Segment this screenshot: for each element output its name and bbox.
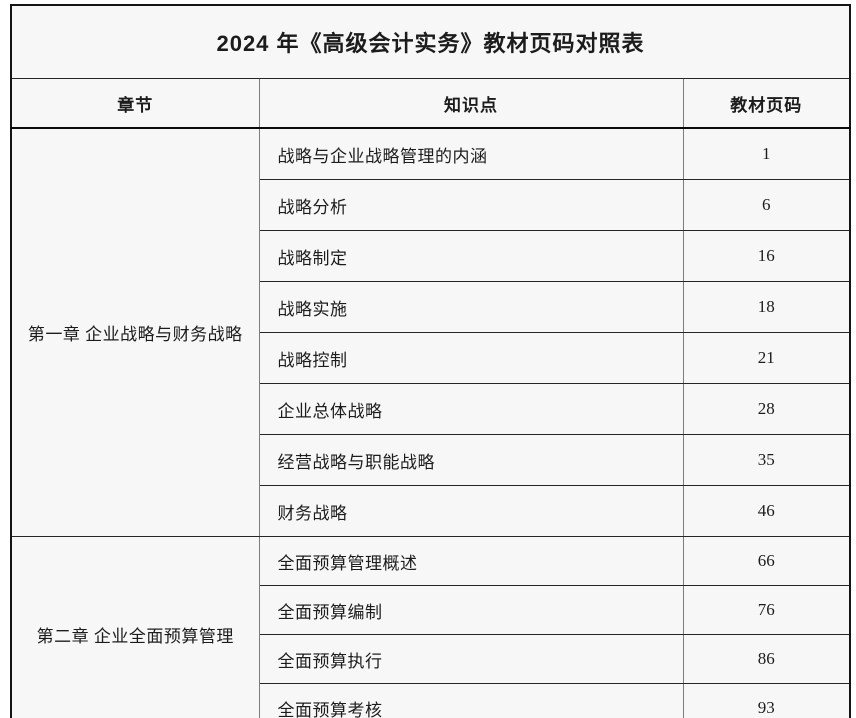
page-cell: 1 (682, 127, 851, 180)
table-row: 战略实施 18 (11, 281, 851, 333)
topic-cell: 财务战略 (258, 485, 684, 537)
topic-cell: 战略实施 (258, 281, 684, 333)
table-title: 2024 年《高级会计实务》教材页码对照表 (10, 4, 851, 79)
topic-cell: 企业总体战略 (258, 383, 684, 435)
title-row: 2024 年《高级会计实务》教材页码对照表 (10, 4, 851, 79)
page-cell: 46 (682, 485, 851, 537)
chapter-cell: 第二章 企业全面预算管理 (10, 536, 260, 718)
table-row: 战略分析 6 (11, 179, 851, 231)
page-cell: 86 (682, 634, 851, 684)
column-header-chapter: 章节 (10, 78, 260, 129)
topic-cell: 全面预算考核 (258, 683, 684, 718)
column-header-page: 教材页码 (682, 78, 851, 129)
topic-cell: 全面预算执行 (258, 634, 684, 684)
page-cell: 28 (682, 383, 851, 435)
table-row: 经营战略与职能战略 35 (11, 434, 851, 486)
topic-cell: 战略与企业战略管理的内涵 (258, 127, 684, 180)
topic-cell: 战略分析 (258, 179, 684, 231)
page-cell: 76 (682, 585, 851, 635)
page-cell: 93 (682, 683, 851, 718)
page-cell: 21 (682, 332, 851, 384)
table-body: 第一章 企业战略与财务战略 战略与企业战略管理的内涵 1 战略分析 6 战略制定 16 战略实… (10, 127, 851, 718)
page-cell: 35 (682, 434, 851, 486)
table-row: 财务战略 46 (11, 485, 851, 537)
table-row: 全面预算考核 93 (11, 683, 851, 718)
topic-cell: 全面预算管理概述 (258, 536, 684, 586)
table-row: 全面预算执行 86 (11, 634, 851, 684)
topic-cell: 战略控制 (258, 332, 684, 384)
page-mapping-table: 2024 年《高级会计实务》教材页码对照表 章节 知识点 教材页码 第一章 企业… (10, 4, 852, 718)
column-header-topic: 知识点 (258, 78, 684, 129)
page-cell: 66 (682, 536, 851, 586)
page-cell: 6 (682, 179, 851, 231)
table-row: 第二章 企业全面预算管理 全面预算管理概述 66 (10, 536, 851, 718)
topic-cell: 战略制定 (258, 230, 684, 282)
table-row: 第一章 企业战略与财务战略 战略与企业战略管理的内涵 1 (10, 127, 851, 537)
topic-cell: 经营战略与职能战略 (258, 434, 684, 486)
column-header-row: 章节 知识点 教材页码 (10, 78, 851, 129)
topic-cell: 全面预算编制 (258, 585, 684, 635)
page-cell: 16 (682, 230, 851, 282)
page-cell: 18 (682, 281, 851, 333)
table-row: 企业总体战略 28 (11, 383, 851, 435)
chapter-cell: 第一章 企业战略与财务战略 (10, 127, 260, 537)
table-row: 战略控制 21 (11, 332, 851, 384)
